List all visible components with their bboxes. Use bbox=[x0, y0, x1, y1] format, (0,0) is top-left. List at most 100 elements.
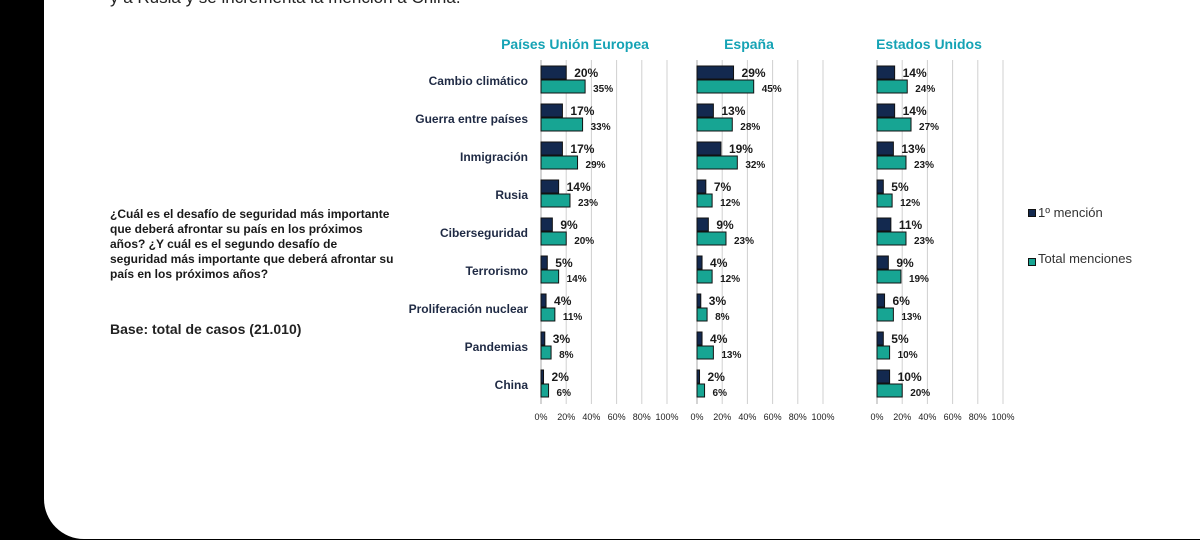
bar-estados-unidos-proliferacion-nuclear-first bbox=[876, 293, 886, 308]
value-label-estados-unidos-pandemias-first: 5% bbox=[891, 332, 909, 346]
legend-item-first-mention: 1º mención bbox=[1028, 205, 1148, 229]
category-label-rusia: Rusia bbox=[495, 188, 528, 202]
bar-espana-china-total bbox=[696, 383, 706, 398]
bar-paises-union-europea-terrorismo-first bbox=[540, 255, 548, 270]
value-label-espana-proliferacion-nuclear-total: 8% bbox=[715, 312, 730, 323]
bar-paises-union-europea-pandemias-first bbox=[540, 331, 546, 346]
value-label-estados-unidos-proliferacion-nuclear-first: 6% bbox=[893, 294, 911, 308]
tick-label-estados-unidos-3: 60% bbox=[944, 412, 962, 422]
value-label-paises-union-europea-guerra-entre-paises-total: 33% bbox=[591, 122, 611, 133]
bar-espana-inmigracion-first bbox=[696, 141, 722, 156]
category-label-proliferacion-nuclear: Proliferación nuclear bbox=[409, 302, 529, 316]
bar-estados-unidos-cambio-climatico-total bbox=[876, 79, 908, 94]
value-label-paises-union-europea-proliferacion-nuclear-first: 4% bbox=[554, 294, 572, 308]
tick-label-espana-0: 0% bbox=[690, 412, 703, 422]
value-label-espana-inmigracion-total: 32% bbox=[745, 160, 765, 171]
value-label-estados-unidos-inmigracion-first: 13% bbox=[901, 142, 925, 156]
value-label-paises-union-europea-rusia-first: 14% bbox=[567, 180, 591, 194]
legend-label-total-mentions: Total menciones bbox=[1038, 251, 1132, 266]
value-label-estados-unidos-inmigracion-total: 23% bbox=[914, 160, 934, 171]
tick-label-paises-union-europea-2: 40% bbox=[582, 412, 600, 422]
value-label-espana-proliferacion-nuclear-first: 3% bbox=[709, 294, 727, 308]
value-label-paises-union-europea-inmigracion-first: 17% bbox=[570, 142, 594, 156]
bar-estados-unidos-terrorismo-total bbox=[876, 269, 902, 284]
tick-label-paises-union-europea-4: 80% bbox=[633, 412, 651, 422]
tick-label-paises-union-europea-1: 20% bbox=[557, 412, 575, 422]
bar-espana-terrorismo-total bbox=[696, 269, 713, 284]
bar-estados-unidos-china-first bbox=[876, 369, 891, 384]
bar-estados-unidos-ciberseguridad-total bbox=[876, 231, 907, 246]
bar-paises-union-europea-proliferacion-nuclear-total bbox=[540, 307, 556, 322]
bar-paises-union-europea-cambio-climatico-total bbox=[540, 79, 586, 94]
bar-espana-china-first bbox=[696, 369, 701, 384]
value-label-paises-union-europea-pandemias-first: 3% bbox=[553, 332, 571, 346]
value-label-paises-union-europea-ciberseguridad-total: 20% bbox=[574, 236, 594, 247]
value-label-estados-unidos-rusia-total: 12% bbox=[900, 198, 920, 209]
value-label-paises-union-europea-inmigracion-total: 29% bbox=[586, 160, 606, 171]
tick-label-estados-unidos-5: 100% bbox=[991, 412, 1014, 422]
value-label-espana-inmigracion-first: 19% bbox=[729, 142, 753, 156]
bar-espana-proliferacion-nuclear-first bbox=[696, 293, 702, 308]
bar-estados-unidos-guerra-entre-paises-total bbox=[876, 117, 912, 132]
bar-espana-terrorismo-first bbox=[696, 255, 703, 270]
tick-label-estados-unidos-2: 40% bbox=[918, 412, 936, 422]
value-label-paises-union-europea-cambio-climatico-first: 20% bbox=[574, 66, 598, 80]
value-label-espana-guerra-entre-paises-total: 28% bbox=[740, 122, 760, 133]
value-label-estados-unidos-china-first: 10% bbox=[898, 370, 922, 384]
bar-paises-union-europea-cambio-climatico-first bbox=[540, 65, 567, 80]
panel-title-estados-unidos: Estados Unidos bbox=[876, 36, 982, 52]
value-label-estados-unidos-guerra-entre-paises-total: 27% bbox=[919, 122, 939, 133]
value-label-paises-union-europea-proliferacion-nuclear-total: 11% bbox=[563, 312, 583, 323]
value-label-estados-unidos-terrorismo-first: 9% bbox=[896, 256, 914, 270]
bar-paises-union-europea-rusia-first bbox=[540, 179, 560, 194]
bar-espana-cambio-climatico-total bbox=[696, 79, 755, 94]
bar-estados-unidos-proliferacion-nuclear-total bbox=[876, 307, 894, 322]
value-label-espana-pandemias-first: 4% bbox=[710, 332, 728, 346]
bar-paises-union-europea-inmigracion-total bbox=[540, 155, 579, 170]
category-label-guerra-entre-paises: Guerra entre países bbox=[415, 112, 528, 126]
bar-espana-rusia-total bbox=[696, 193, 713, 208]
value-label-paises-union-europea-china-total: 6% bbox=[557, 388, 572, 399]
value-label-estados-unidos-terrorismo-total: 19% bbox=[909, 274, 929, 285]
bar-estados-unidos-rusia-first bbox=[876, 179, 884, 194]
bar-estados-unidos-pandemias-first bbox=[876, 331, 884, 346]
bar-paises-union-europea-terrorismo-total bbox=[540, 269, 560, 284]
value-label-espana-guerra-entre-paises-first: 13% bbox=[721, 104, 745, 118]
bar-estados-unidos-china-total bbox=[876, 383, 903, 398]
tick-label-estados-unidos-1: 20% bbox=[893, 412, 911, 422]
value-label-estados-unidos-pandemias-total: 10% bbox=[898, 350, 918, 361]
bar-estados-unidos-pandemias-total bbox=[876, 345, 891, 360]
bar-paises-union-europea-china-total bbox=[540, 383, 550, 398]
value-label-estados-unidos-proliferacion-nuclear-total: 13% bbox=[901, 312, 921, 323]
value-label-estados-unidos-cambio-climatico-total: 24% bbox=[915, 84, 935, 95]
top-text: y a Rusia y se incrementa la mención a C… bbox=[110, 0, 461, 8]
bar-paises-union-europea-inmigracion-first bbox=[540, 141, 563, 156]
value-label-espana-terrorismo-first: 4% bbox=[710, 256, 728, 270]
value-label-espana-terrorismo-total: 12% bbox=[720, 274, 740, 285]
value-label-estados-unidos-guerra-entre-paises-first: 14% bbox=[903, 104, 927, 118]
value-label-espana-rusia-total: 12% bbox=[720, 198, 740, 209]
tick-label-estados-unidos-0: 0% bbox=[870, 412, 883, 422]
bar-espana-rusia-first bbox=[696, 179, 707, 194]
tick-label-espana-1: 20% bbox=[713, 412, 731, 422]
category-label-ciberseguridad: Ciberseguridad bbox=[440, 226, 528, 240]
bar-paises-union-europea-pandemias-total bbox=[540, 345, 552, 360]
bar-espana-inmigracion-total bbox=[696, 155, 738, 170]
value-label-espana-ciberseguridad-total: 23% bbox=[734, 236, 754, 247]
bar-estados-unidos-inmigracion-total bbox=[876, 155, 907, 170]
bar-estados-unidos-rusia-total bbox=[876, 193, 893, 208]
value-label-estados-unidos-rusia-first: 5% bbox=[891, 180, 909, 194]
bar-estados-unidos-terrorismo-first bbox=[876, 255, 889, 270]
bar-espana-pandemias-total bbox=[696, 345, 714, 360]
tick-label-estados-unidos-4: 80% bbox=[969, 412, 987, 422]
bar-estados-unidos-cambio-climatico-first bbox=[876, 65, 896, 80]
value-label-paises-union-europea-ciberseguridad-first: 9% bbox=[560, 218, 578, 232]
bar-paises-union-europea-guerra-entre-paises-first bbox=[540, 103, 563, 118]
value-label-espana-ciberseguridad-first: 9% bbox=[716, 218, 734, 232]
panel-title-espana: España bbox=[724, 36, 774, 52]
category-label-inmigracion: Inmigración bbox=[460, 150, 528, 164]
value-label-paises-union-europea-china-first: 2% bbox=[552, 370, 570, 384]
bar-espana-pandemias-first bbox=[696, 331, 703, 346]
bar-espana-ciberseguridad-first bbox=[696, 217, 709, 232]
